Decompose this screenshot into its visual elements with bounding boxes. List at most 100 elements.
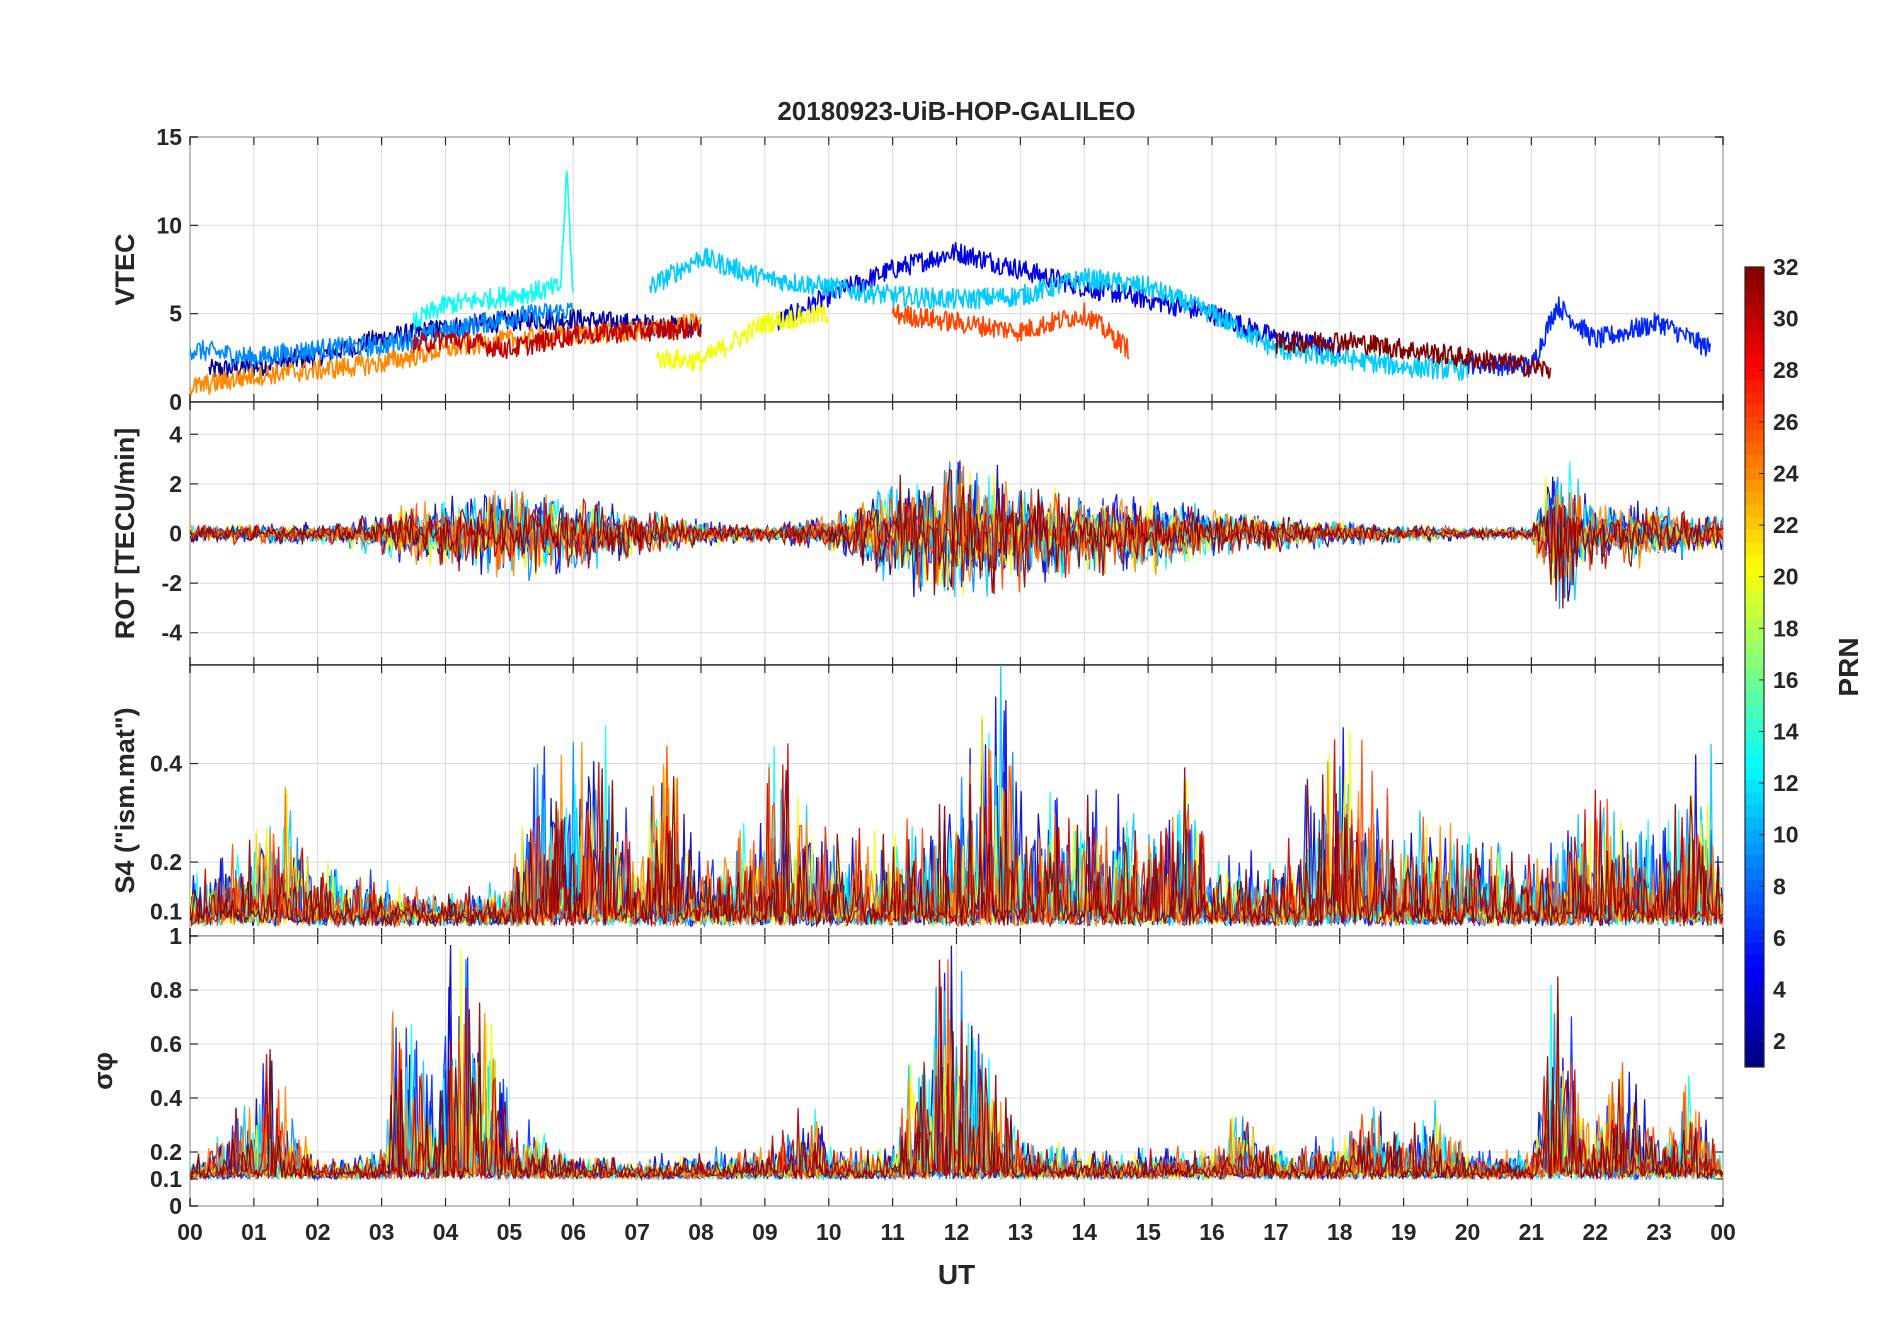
panel-rot: -4 -2 0 2 4 ROT [TECU/min] xyxy=(110,401,1724,666)
colorbar-swatch xyxy=(1745,592,1764,605)
colorbar-swatch xyxy=(1745,829,1764,843)
series-prn-24 xyxy=(190,471,1723,587)
x-tick-label: 04 xyxy=(433,1219,459,1245)
colorbar-swatch xyxy=(1745,492,1764,505)
colorbar-tick-label: 16 xyxy=(1773,667,1799,693)
series-prn-32 xyxy=(190,468,1723,609)
colorbar-swatch xyxy=(1745,617,1764,630)
colorbar-swatch xyxy=(1745,442,1764,455)
series-prn-32 xyxy=(190,767,1723,929)
panel-s4: 0.1 0.2 0.4 S4 ("ism.mat") xyxy=(110,664,1724,937)
colorbar-swatch xyxy=(1745,367,1764,380)
colorbar-swatch xyxy=(1745,992,1764,1005)
x-tick-label: 23 xyxy=(1646,1219,1672,1245)
x-tick-label: 05 xyxy=(497,1219,523,1245)
colorbar-swatch xyxy=(1745,404,1764,418)
x-tick-label: 21 xyxy=(1519,1219,1545,1245)
colorbar-swatch xyxy=(1745,1042,1764,1055)
colorbar-swatch xyxy=(1745,942,1764,955)
colorbar-swatch xyxy=(1745,842,1764,855)
colorbar-swatch xyxy=(1745,917,1764,930)
colorbar-swatch xyxy=(1745,892,1764,905)
colorbar-swatch xyxy=(1745,817,1764,830)
x-tick-label: 07 xyxy=(624,1219,650,1245)
series-prn-30 xyxy=(190,484,1723,595)
plot-area xyxy=(190,944,1723,1182)
series-prn-6 xyxy=(1466,296,1711,377)
colorbar-tick-label: 32 xyxy=(1773,254,1799,280)
colorbar-swatch xyxy=(1745,692,1764,705)
panel-vtec: 0 5 10 15 VTEC xyxy=(110,124,1724,415)
x-tick-label: 20 xyxy=(1455,1219,1481,1245)
plot-area xyxy=(190,460,1723,609)
colorbar-swatch xyxy=(1745,779,1764,793)
y-tick-label: -4 xyxy=(162,620,183,646)
chart-title: 20180923-UiB-HOP-GALILEO xyxy=(777,96,1135,126)
x-tick-label: 22 xyxy=(1582,1219,1608,1245)
y-axis-label-vtec: VTEC xyxy=(110,233,140,305)
y-tick-label: 2 xyxy=(169,471,182,497)
colorbar-swatch xyxy=(1745,804,1764,818)
colorbar-swatch xyxy=(1745,304,1764,318)
y-tick-label: 4 xyxy=(169,421,182,447)
colorbar-swatch xyxy=(1745,904,1764,918)
colorbar-tick-label: 12 xyxy=(1773,770,1799,796)
y-tick-label: 0 xyxy=(169,1193,182,1219)
y-tick-label: 10 xyxy=(156,212,182,238)
colorbar-swatch xyxy=(1745,754,1764,768)
x-tick-label: 09 xyxy=(752,1219,778,1245)
colorbar-swatch xyxy=(1745,742,1764,755)
colorbar-swatch xyxy=(1745,317,1764,330)
x-tick-label: 01 xyxy=(241,1219,267,1245)
colorbar-swatch xyxy=(1745,379,1764,393)
colorbar-swatch xyxy=(1745,579,1764,593)
series-prn-30 xyxy=(190,986,1723,1182)
y-tick-label: 0.2 xyxy=(150,1139,182,1165)
series-prn-30 xyxy=(412,317,702,360)
colorbar-swatch xyxy=(1745,967,1764,980)
colorbar-tick-label: 8 xyxy=(1773,873,1786,899)
colorbar-swatch xyxy=(1745,467,1764,480)
colorbar-swatch xyxy=(1745,929,1764,943)
colorbar-swatch xyxy=(1745,342,1764,355)
y-tick-label: 0 xyxy=(169,389,182,415)
colorbar-swatch xyxy=(1745,429,1764,443)
y-tick-label: 0.2 xyxy=(150,849,182,875)
colorbar-swatch xyxy=(1745,667,1764,680)
y-tick-label: 1 xyxy=(169,923,182,949)
x-tick-label: 10 xyxy=(816,1219,842,1245)
colorbar-swatch xyxy=(1745,554,1764,568)
colorbar-label: PRN xyxy=(1833,637,1864,696)
colorbar-swatch xyxy=(1745,1017,1764,1030)
colorbar-tick-label: 10 xyxy=(1773,822,1799,848)
colorbar-swatch xyxy=(1745,679,1764,693)
x-tick-label: 15 xyxy=(1135,1219,1161,1245)
colorbar-swatch xyxy=(1745,729,1764,743)
colorbar-swatch xyxy=(1745,529,1764,543)
colorbar-swatch xyxy=(1745,879,1764,893)
colorbar-swatch xyxy=(1745,292,1764,305)
colorbar-swatch xyxy=(1745,279,1764,293)
y-tick-label: 0.1 xyxy=(150,898,182,924)
colorbar-swatch xyxy=(1745,1029,1764,1043)
colorbar-swatch xyxy=(1745,792,1764,805)
colorbar-tick-label: 6 xyxy=(1773,925,1786,951)
x-tick-label: 17 xyxy=(1263,1219,1289,1245)
x-tick-label: 18 xyxy=(1327,1219,1353,1245)
colorbar-swatch xyxy=(1745,642,1764,655)
x-axis-label: UT xyxy=(938,1259,975,1290)
colorbar-swatch xyxy=(1745,504,1764,518)
x-tick-label: 12 xyxy=(944,1219,970,1245)
colorbar-swatch xyxy=(1745,454,1764,468)
series-prn-13 xyxy=(412,171,575,332)
series-prn-26 xyxy=(891,302,1130,360)
x-tick-label: 19 xyxy=(1391,1219,1417,1245)
y-axis-label-rot: ROT [TECU/min] xyxy=(110,428,140,639)
colorbar-swatch xyxy=(1745,604,1764,618)
colorbar-tick-label: 2 xyxy=(1773,1028,1786,1054)
colorbar-tick-label: 28 xyxy=(1773,357,1799,383)
x-tick-label: 00 xyxy=(177,1219,203,1245)
y-tick-label: 5 xyxy=(169,301,182,327)
